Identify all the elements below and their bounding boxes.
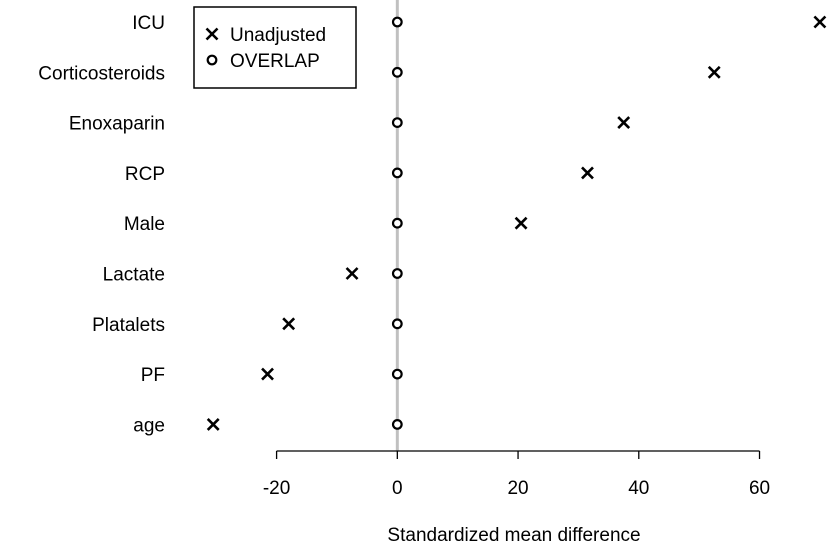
x-tick-label: -20 bbox=[263, 478, 290, 499]
unadjusted-point bbox=[261, 367, 274, 381]
x-tick-label: 20 bbox=[507, 478, 528, 499]
unadjusted-point bbox=[617, 116, 631, 130]
overlap-point bbox=[391, 368, 403, 380]
data-points bbox=[206, 15, 827, 431]
unadjusted-point bbox=[282, 317, 296, 331]
unadjusted-point bbox=[813, 15, 827, 29]
overlap-point bbox=[391, 268, 403, 279]
category-label: Corticosteroids bbox=[38, 63, 165, 84]
category-label: Platalets bbox=[92, 315, 165, 336]
unadjusted-point bbox=[206, 417, 220, 431]
legend: Unadjusted OVERLAP bbox=[193, 6, 357, 89]
category-label: PF bbox=[141, 365, 165, 386]
overlap-point bbox=[391, 66, 403, 78]
legend-label: OVERLAP bbox=[230, 51, 320, 72]
unadjusted-point bbox=[345, 267, 359, 280]
category-label: Lactate bbox=[103, 265, 165, 286]
unadjusted-point bbox=[514, 216, 528, 230]
category-label: Enoxaparin bbox=[69, 114, 165, 135]
unadjusted-point bbox=[707, 65, 721, 79]
legend-overlap-marker bbox=[206, 54, 218, 66]
overlap-point bbox=[391, 16, 403, 28]
unadjusted-point bbox=[581, 166, 594, 180]
x-axis-title: Standardized mean difference bbox=[387, 525, 640, 546]
category-label: RCP bbox=[125, 164, 165, 185]
category-label: age bbox=[133, 415, 165, 436]
legend-box bbox=[193, 6, 357, 89]
legend-unadjusted-marker bbox=[205, 27, 219, 41]
x-tick-label: 60 bbox=[749, 478, 770, 499]
x-tick-label: 0 bbox=[392, 478, 403, 499]
x-tick-label: 40 bbox=[628, 478, 649, 499]
category-label: Male bbox=[124, 214, 165, 235]
category-label: ICU bbox=[132, 13, 165, 34]
overlap-point bbox=[391, 117, 403, 128]
x-ticks: -20 0 20 40 60 bbox=[263, 451, 770, 499]
category-labels: ICU Corticosteroids Enoxaparin RCP Male Lacta… bbox=[38, 13, 165, 436]
legend-label: Unadjusted bbox=[230, 25, 326, 46]
overlap-point bbox=[391, 217, 403, 229]
overlap-point bbox=[391, 318, 403, 330]
x-axis: -20 0 20 40 60 bbox=[263, 450, 770, 499]
overlap-point bbox=[391, 419, 403, 430]
overlap-point bbox=[391, 167, 403, 179]
